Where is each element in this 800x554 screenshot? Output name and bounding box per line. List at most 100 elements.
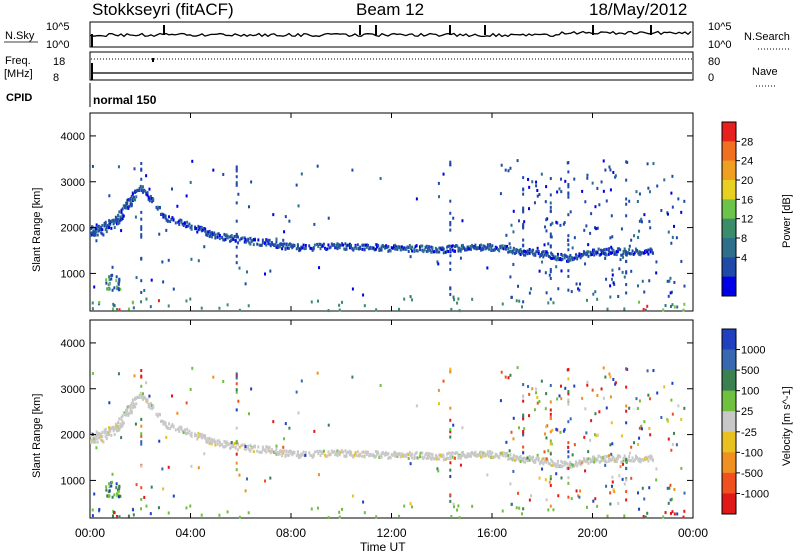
echo-point	[214, 236, 217, 240]
echo-point	[190, 431, 193, 435]
echo-point	[591, 455, 594, 459]
echo-point	[425, 249, 428, 253]
echo-point	[411, 245, 414, 249]
echo-point	[441, 248, 444, 252]
echo-point	[390, 453, 393, 457]
echo-point	[387, 456, 390, 460]
echo-point	[640, 458, 643, 462]
echo-point	[376, 450, 379, 454]
echo-point	[622, 456, 625, 460]
echo-point	[567, 465, 570, 469]
echo-point	[424, 452, 427, 456]
echo-point	[611, 475, 614, 479]
echo-point	[437, 388, 440, 392]
echo-point	[200, 306, 203, 310]
freq-tick-bottom: 8	[53, 72, 59, 84]
echo-point	[495, 453, 498, 457]
echo-point	[589, 253, 592, 257]
echo-point	[517, 457, 520, 461]
echo-point	[452, 502, 455, 506]
echo-point	[573, 443, 576, 447]
echo-point	[473, 453, 476, 457]
colorbar-swatch	[722, 370, 736, 392]
echo-point	[542, 255, 545, 259]
echo-point	[212, 375, 215, 379]
echo-point	[162, 487, 165, 491]
echo-point	[420, 451, 423, 455]
echo-point	[151, 407, 154, 411]
echo-point	[258, 243, 261, 247]
echo-point	[283, 437, 286, 441]
echo-point	[229, 235, 232, 239]
echo-point	[285, 450, 288, 454]
echo-point	[112, 425, 115, 429]
echo-point	[382, 452, 385, 456]
echo-point	[208, 436, 211, 440]
echo-point	[118, 210, 121, 214]
echo-point	[235, 374, 238, 378]
echo-point	[267, 449, 270, 453]
echo-point	[116, 424, 119, 428]
echo-point	[638, 250, 641, 254]
echo-point	[380, 455, 383, 459]
echo-point	[564, 179, 567, 183]
echo-point	[140, 233, 143, 237]
echo-point	[522, 507, 525, 511]
echo-point	[549, 267, 552, 271]
echo-point	[395, 452, 398, 456]
echo-point	[425, 456, 428, 460]
echo-point	[668, 486, 671, 490]
echo-point	[593, 460, 596, 464]
echo-point	[380, 452, 383, 456]
echo-point	[434, 453, 437, 457]
echo-point	[510, 430, 513, 434]
echo-point	[585, 505, 588, 509]
echo-point	[646, 304, 649, 308]
echo-point	[562, 429, 565, 433]
echo-point	[148, 199, 151, 203]
echo-point	[610, 421, 613, 425]
echo-point	[293, 451, 296, 455]
echo-point	[449, 221, 452, 225]
echo-point	[274, 449, 277, 453]
echo-point	[376, 245, 379, 249]
echo-point	[132, 301, 135, 305]
velocity-colorbar-label: Velocity [m s^-1]	[781, 386, 793, 466]
echo-point	[184, 431, 187, 435]
echo-point	[151, 403, 154, 407]
echo-point	[272, 243, 275, 247]
echo-point	[602, 251, 605, 255]
echo-point	[409, 454, 412, 458]
echo-point	[140, 432, 143, 436]
echo-point	[467, 247, 470, 251]
echo-point	[622, 458, 625, 462]
echo-point	[304, 246, 307, 250]
echo-point	[545, 460, 548, 464]
echo-point	[96, 433, 99, 437]
echo-point	[549, 477, 552, 481]
echo-point	[449, 461, 452, 465]
echo-point	[555, 220, 558, 224]
echo-point	[369, 245, 372, 249]
echo-point	[310, 454, 313, 458]
echo-point	[272, 450, 275, 454]
echo-point	[230, 234, 233, 238]
echo-point	[536, 246, 539, 250]
echo-point	[348, 242, 351, 246]
echo-point	[282, 238, 285, 242]
echo-point	[573, 463, 576, 467]
echo-point	[611, 251, 614, 255]
echo-point	[165, 218, 168, 222]
echo-point	[313, 429, 316, 433]
echo-point	[235, 408, 238, 412]
echo-point	[611, 247, 614, 251]
echo-point	[118, 484, 121, 488]
echo-point	[563, 253, 566, 257]
echo-point	[387, 249, 390, 253]
echo-point	[106, 431, 109, 435]
echo-point	[413, 250, 416, 254]
echo-point	[671, 235, 674, 239]
echo-point	[501, 244, 504, 248]
echo-point	[558, 258, 561, 262]
echo-point	[442, 454, 445, 458]
